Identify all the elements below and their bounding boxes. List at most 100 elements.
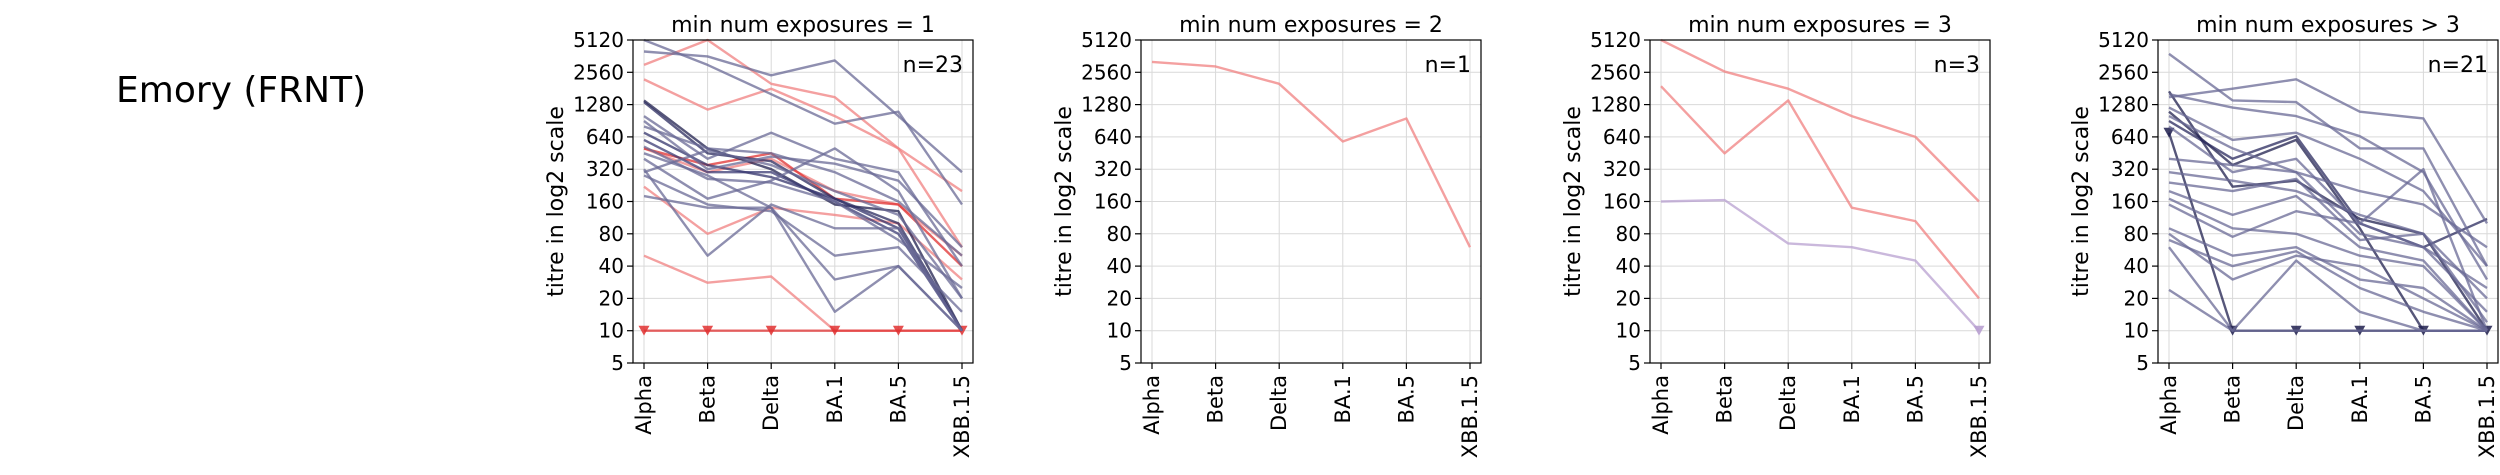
y-tick-label-10: 5120 <box>1590 28 1641 52</box>
y-tick-label-5: 160 <box>1094 190 1132 214</box>
chart-panel-4: 5 10 20 40 80 160 320 640 1280 2560 5120 Alpha Beta D… <box>2069 13 2499 458</box>
series-line-1 <box>643 38 963 193</box>
y-axis-label: titre in log2 scale <box>544 106 569 297</box>
x-tick-label-2: Delta <box>1267 375 1291 431</box>
y-tick-label-8: 1280 <box>1590 93 1641 117</box>
x-tick-label-3: BA.1 <box>1331 375 1355 423</box>
y-tick-label-1: 10 <box>1107 319 1132 343</box>
y-tick-label-0: 5 <box>2136 351 2149 375</box>
y-tick-label-3: 40 <box>2124 254 2149 278</box>
y-tick-label-10: 5120 <box>1081 28 1132 52</box>
x-tick-label-2: Delta <box>759 375 783 431</box>
y-tick-label-8: 1280 <box>1081 93 1132 117</box>
series-line-1 <box>1151 60 1472 248</box>
row-label: Emory (FRNT) <box>116 70 367 111</box>
series-line-15 <box>2168 238 2488 332</box>
y-tick-label-0: 5 <box>1119 351 1132 375</box>
series-line-14 <box>2168 227 2488 332</box>
x-tick-label-1: Beta <box>1713 375 1737 423</box>
series-line-5 <box>643 254 962 332</box>
y-tick-label-9: 2560 <box>2098 60 2149 84</box>
x-tick-label-1: Beta <box>696 375 720 423</box>
y-axis-label: titre in log2 scale <box>1052 106 1077 297</box>
x-tick-label-4: BA.5 <box>1903 375 1927 423</box>
series-line-16 <box>643 168 964 332</box>
series-line-2 <box>1660 85 1980 300</box>
series-line-21 <box>643 149 963 300</box>
sample-count-annotation: n=21 <box>2428 53 2488 78</box>
series-line-11 <box>643 138 964 332</box>
series-line-17 <box>2168 232 2488 332</box>
chart-title: min num exposures = 3 <box>1688 13 1952 38</box>
series-line-6 <box>2168 78 2489 225</box>
y-tick-label-3: 40 <box>1107 254 1132 278</box>
series-line-23 <box>643 120 963 249</box>
chart-title: min num exposures = 2 <box>1179 13 1443 38</box>
series-line-7 <box>2168 93 2489 281</box>
x-tick-label-5: XBB.1.5 <box>1967 375 1991 458</box>
x-tick-label-4: BA.5 <box>1394 375 1418 423</box>
chart-title: min num exposures > 3 <box>2196 13 2460 38</box>
y-tick-label-4: 80 <box>2124 222 2149 246</box>
x-tick-label-0: Alpha <box>2157 375 2181 435</box>
x-tick-label-0: Alpha <box>1140 375 1164 435</box>
x-tick-label-2: Delta <box>1776 375 1800 431</box>
x-tick-label-1: Beta <box>1204 375 1228 423</box>
series-marker-6-1 <box>702 325 714 336</box>
y-tick-label-6: 320 <box>586 157 624 181</box>
y-tick-label-2: 20 <box>2124 286 2149 310</box>
y-tick-label-8: 1280 <box>573 93 624 117</box>
y-tick-label-7: 640 <box>586 125 624 149</box>
series-line-13 <box>643 38 963 206</box>
series-marker-3-0 <box>2163 127 2175 138</box>
y-tick-label-5: 160 <box>1603 190 1641 214</box>
x-tick-label-5: XBB.1.5 <box>950 375 974 458</box>
series-marker-6-4 <box>892 325 904 336</box>
y-tick-label-8: 1280 <box>2098 93 2149 117</box>
chart-panel-1: 5 10 20 40 80 160 320 640 1280 2560 5120 Alpha Beta D… <box>544 13 974 458</box>
y-tick-label-0: 5 <box>1628 351 1641 375</box>
y-tick-label-10: 5120 <box>2098 28 2149 52</box>
y-tick-label-6: 320 <box>1603 157 1641 181</box>
series-line-14 <box>643 115 963 267</box>
y-tick-label-1: 10 <box>599 319 624 343</box>
series-line-17 <box>643 174 963 313</box>
y-tick-label-1: 10 <box>2124 319 2149 343</box>
series-line-1 <box>1660 38 1980 203</box>
series-marker-6-0 <box>638 325 650 336</box>
x-tick-label-4: BA.5 <box>886 375 910 423</box>
y-tick-label-10: 5120 <box>573 28 624 52</box>
x-tick-label-1: Beta <box>2221 375 2245 423</box>
series-line-8 <box>2168 106 2488 267</box>
y-tick-label-1: 10 <box>1616 319 1641 343</box>
series-end-marker-3 <box>1973 325 1985 336</box>
sample-count-annotation: n=23 <box>903 53 963 78</box>
y-tick-label-2: 20 <box>1107 286 1132 310</box>
y-axis-label: titre in log2 scale <box>2069 106 2094 297</box>
chart-title: min num exposures = 1 <box>671 13 935 38</box>
y-tick-label-3: 40 <box>599 254 624 278</box>
series-line-13 <box>2168 197 2488 332</box>
sample-count-annotation: n=3 <box>1934 53 1980 78</box>
y-tick-label-6: 320 <box>1094 157 1132 181</box>
x-tick-label-4: BA.5 <box>2411 375 2435 423</box>
y-tick-label-5: 160 <box>2111 190 2149 214</box>
series-line-3 <box>1660 198 1980 332</box>
y-tick-label-4: 80 <box>1616 222 1641 246</box>
x-tick-label-0: Alpha <box>632 375 656 435</box>
x-tick-label-5: XBB.1.5 <box>1458 375 1482 458</box>
y-tick-label-5: 160 <box>586 190 624 214</box>
y-tick-label-6: 320 <box>2111 157 2149 181</box>
y-tick-label-9: 2560 <box>1590 60 1641 84</box>
y-tick-label-7: 640 <box>1603 125 1641 149</box>
x-tick-label-5: XBB.1.5 <box>2475 375 2499 458</box>
y-tick-label-2: 20 <box>1616 286 1641 310</box>
series-marker-6-2 <box>765 325 777 336</box>
x-tick-label-0: Alpha <box>1649 375 1673 435</box>
series-line-18 <box>2168 203 2488 313</box>
y-axis-label: titre in log2 scale <box>1561 106 1586 297</box>
y-tick-label-0: 5 <box>611 351 624 375</box>
series-line-22 <box>643 145 963 289</box>
series-line-16 <box>2168 259 2487 332</box>
x-tick-label-3: BA.1 <box>1840 375 1864 423</box>
